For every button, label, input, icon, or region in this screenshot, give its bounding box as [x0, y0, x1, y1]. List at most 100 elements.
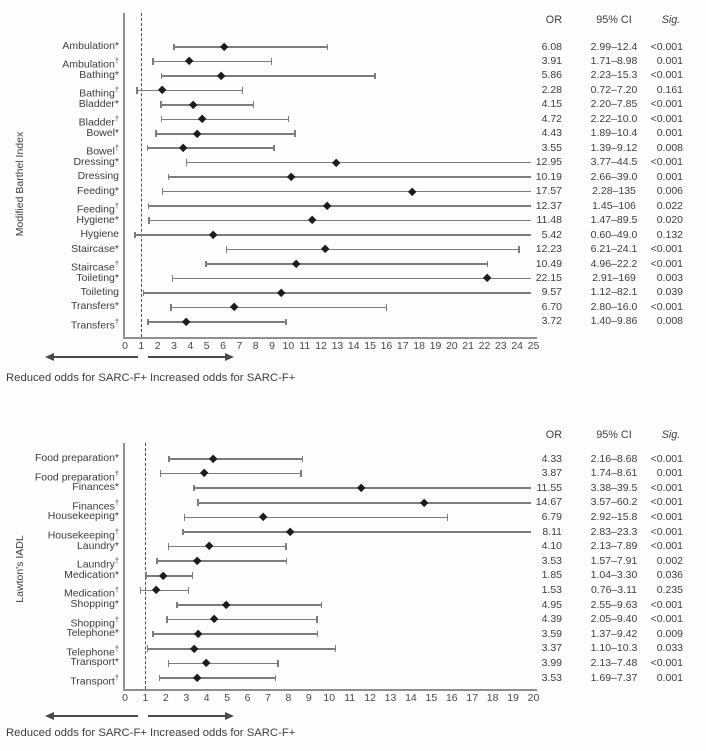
or-value: 14.67	[535, 496, 562, 509]
ci-value: 1.04–3.30	[590, 569, 638, 582]
row-label: Transfers*	[70, 300, 119, 313]
dagger-mark: †	[114, 143, 119, 153]
reduced-odds-arrow	[53, 356, 138, 358]
or-value: 4.33	[541, 452, 562, 465]
or-marker	[157, 85, 167, 95]
or-marker	[188, 100, 198, 110]
dagger-mark: †	[114, 85, 119, 95]
ci-cap-low	[173, 43, 175, 51]
ci-cap-high	[334, 645, 337, 652]
or-value: 5.42	[541, 228, 562, 241]
axis-tick-label: 19	[429, 340, 442, 352]
or-value: 6.08	[541, 40, 562, 53]
ci-line	[160, 472, 301, 475]
ci-cap-low	[155, 130, 157, 137]
sig-value: <0.001	[650, 540, 683, 553]
ci-cap-high	[270, 58, 273, 65]
ci-line	[186, 161, 531, 164]
ci-value: 2.83–23.3	[590, 525, 638, 538]
ci-cap-low	[136, 87, 138, 94]
or-value: 22.15	[535, 272, 562, 285]
ci-value: 1.12–82.1	[590, 286, 638, 299]
increased-odds-arrowhead	[225, 712, 234, 720]
ci-line	[168, 545, 287, 548]
or-value: 3.53	[541, 671, 562, 684]
col-header-sig: Sig.	[661, 429, 681, 441]
ci-line	[159, 677, 276, 679]
ci-cap-low	[156, 557, 158, 565]
axis-tick-label: 11	[299, 340, 311, 352]
ci-value: 2.16–8.68	[590, 452, 638, 465]
axis-tick-label: 25	[527, 340, 540, 352]
sig-value: 0.020	[656, 214, 683, 227]
ci-line	[184, 516, 448, 519]
or-marker	[320, 245, 330, 255]
sig-value: 0.235	[656, 583, 683, 596]
dagger-mark: †	[114, 614, 119, 624]
increased-odds-label: Increased odds for SARC-F+	[150, 727, 296, 739]
sig-value: <0.001	[650, 112, 683, 125]
row-label: Shopping*	[70, 598, 119, 610]
axis-tick-label: 9	[269, 340, 275, 352]
ci-line	[162, 190, 531, 193]
dagger-mark: †	[114, 316, 119, 326]
dagger-mark: †	[114, 643, 119, 653]
ci-value: 0.72–7.20	[590, 83, 638, 96]
ci-line	[148, 205, 531, 207]
ci-cap-low	[197, 499, 199, 506]
axis-tick-label: 5	[203, 340, 210, 352]
ci-cap-high	[285, 557, 288, 565]
ci-cap-high	[320, 601, 323, 609]
or-marker	[291, 259, 301, 269]
or-value: 4.15	[541, 98, 562, 111]
ci-cap-high	[187, 587, 190, 594]
ci-value: 1.74–8.61	[590, 467, 638, 480]
sig-value: 0.006	[656, 185, 683, 198]
reduced-odds-arrowhead	[45, 712, 54, 720]
axis-tick-label: 15	[364, 340, 376, 352]
sig-value: 0.001	[656, 54, 683, 67]
axis-tick-label: 1	[138, 340, 145, 352]
ci-line	[160, 104, 254, 106]
ci-value: 2.92–15.8	[590, 510, 638, 523]
ci-line	[168, 662, 278, 665]
or-value: 6.79	[541, 510, 562, 523]
row-label: Bladder*	[78, 97, 119, 110]
sig-value: <0.001	[650, 481, 683, 494]
ci-line	[152, 633, 318, 635]
col-header-or: OR	[545, 429, 562, 441]
or-marker	[192, 129, 202, 139]
row-label: Staircase†	[71, 259, 119, 274]
ci-line	[161, 118, 289, 121]
ci-value: 1.69–7.37	[590, 671, 638, 684]
or-value: 8.11	[542, 525, 562, 538]
axis-tick-label: 17	[466, 692, 479, 704]
ci-cap-low	[167, 660, 170, 667]
sig-value: 0.001	[656, 170, 683, 183]
ci-cap-high	[518, 246, 520, 253]
x-axis-line	[123, 689, 537, 691]
sig-value: 0.002	[656, 554, 683, 567]
or-marker	[229, 302, 239, 312]
ci-line	[166, 618, 317, 621]
axis-tick-label: 23	[494, 340, 507, 352]
or-value: 12.95	[535, 156, 562, 169]
col-header-sig: Sig.	[661, 14, 681, 26]
ci-value: 6.21–24.1	[590, 243, 638, 256]
axis-tick-label: 7	[265, 692, 271, 704]
ci-line	[157, 560, 287, 562]
row-label: Transport*	[70, 656, 119, 669]
ci-cap-high	[374, 72, 376, 80]
dagger-mark: †	[114, 497, 119, 507]
axis-tick-label: 18	[413, 340, 425, 352]
row-label: Feeding*	[76, 184, 119, 197]
ci-value: 1.39–9.12	[590, 141, 638, 154]
or-marker	[219, 42, 229, 52]
or-marker	[181, 317, 191, 327]
ci-value: 1.37–9.42	[590, 627, 638, 640]
ci-cap-low	[182, 528, 184, 536]
ci-cap-low	[145, 572, 147, 579]
ci-cap-low	[146, 645, 149, 652]
or-marker	[420, 498, 430, 508]
ci-line	[155, 133, 295, 135]
